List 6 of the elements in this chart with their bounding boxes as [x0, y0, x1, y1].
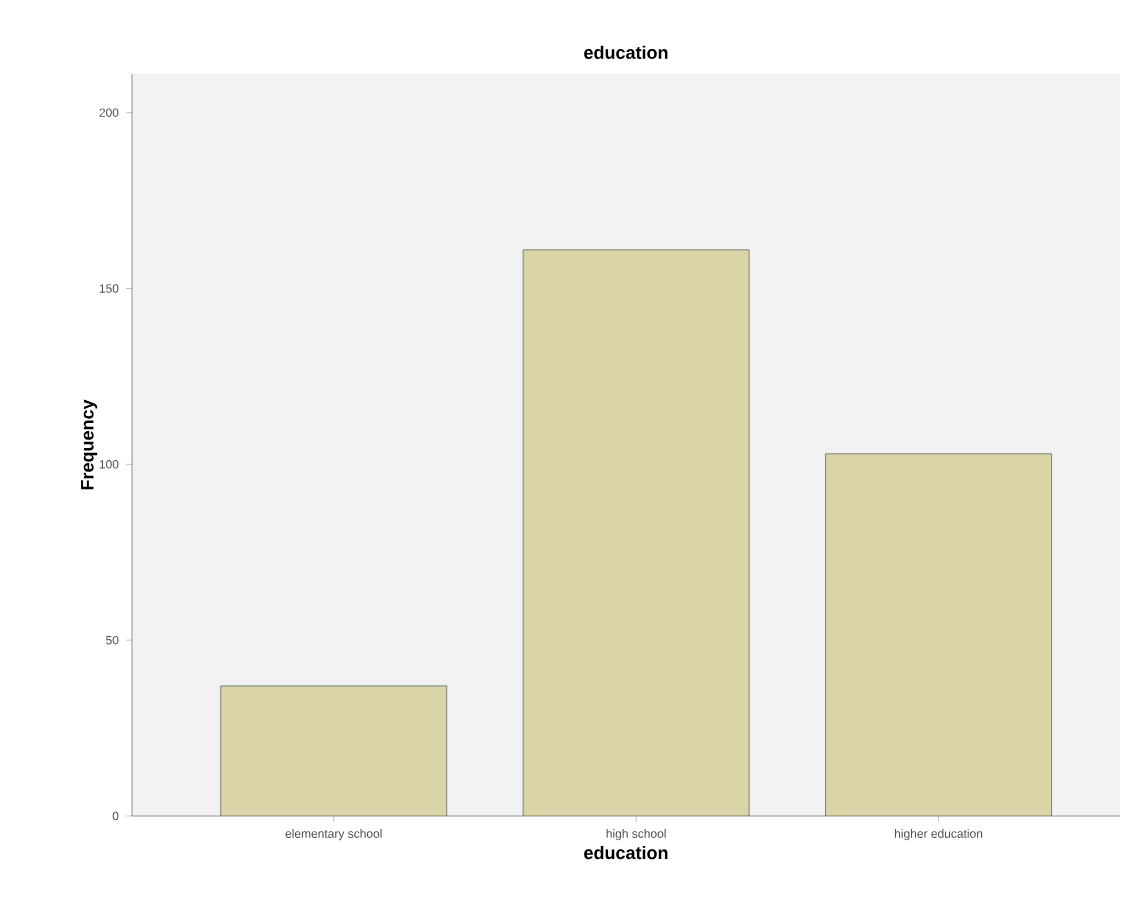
chart-title: education [584, 45, 668, 59]
bar [825, 453, 1052, 816]
bar [220, 685, 448, 816]
bar [522, 249, 750, 816]
y-axis-title: Frequency [81, 399, 98, 490]
x-axis-title: education [584, 845, 668, 860]
